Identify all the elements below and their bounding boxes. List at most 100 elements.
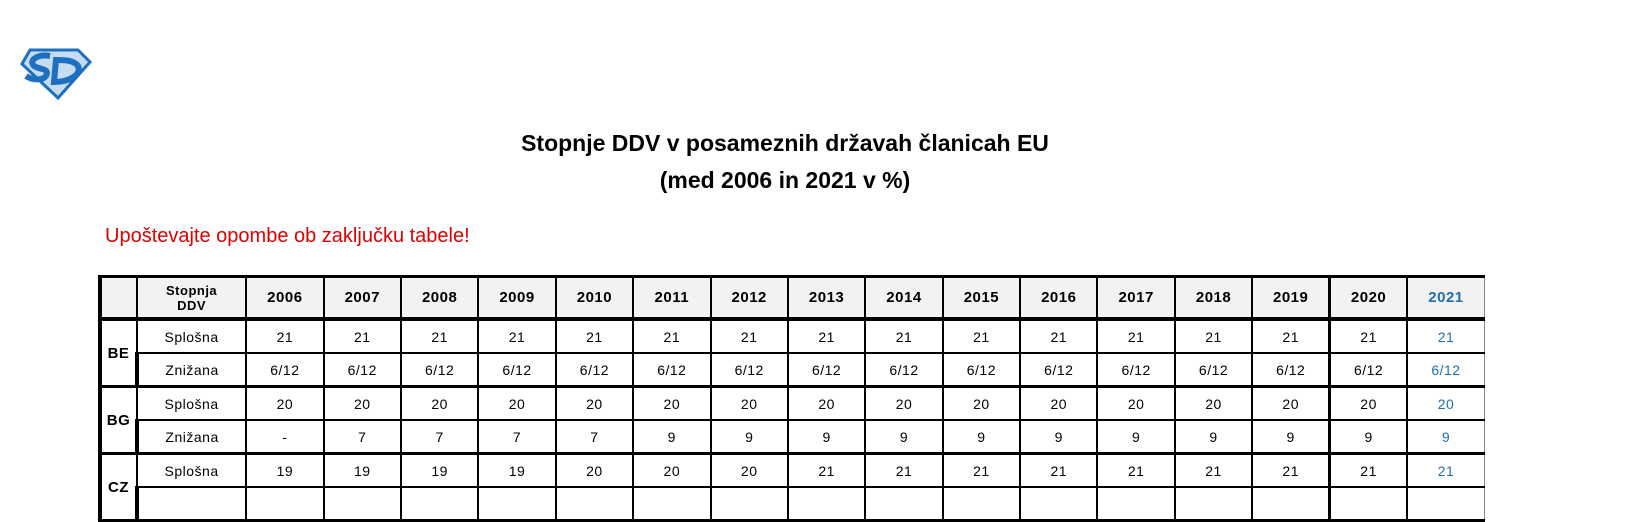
rate-value: 20: [786, 385, 867, 421]
rate-value: 21: [1019, 452, 1099, 488]
rate-value: 9: [786, 419, 867, 455]
country-code: CZ: [98, 452, 138, 522]
rate-value: [1019, 486, 1099, 522]
table-row: Znižana -7 7 7 7 9 9 9 9 9 9 9 9 9 9 9: [100, 419, 1485, 455]
sd-logo: [20, 48, 92, 100]
rate-value: [941, 486, 1022, 522]
rate-value: 21: [864, 452, 944, 488]
rate-type: Splošna: [135, 385, 248, 421]
rate-value: 21: [1406, 318, 1485, 354]
rate-value: 20: [709, 385, 789, 421]
year-header-2007: 2007: [322, 275, 402, 321]
rate-value: [322, 486, 402, 522]
rate-value: [1173, 486, 1254, 522]
rate-value: [245, 486, 325, 522]
rate-value: 20: [1173, 385, 1254, 421]
rate-value: 9: [941, 419, 1022, 455]
rate-value: [632, 486, 712, 522]
rate-value: 19: [322, 452, 402, 488]
rate-value: 9: [709, 419, 789, 455]
rate-value: 20: [1096, 385, 1176, 421]
rate-type: Splošna: [135, 452, 248, 488]
table-row: BG Splošna 20 20 20 20 20 20 20 20 20 20 20 20 20 20 20 2…: [98, 385, 1485, 455]
rate-value: 20: [632, 385, 712, 421]
rate-value: 6/12: [632, 352, 712, 388]
rate-value: 19: [399, 452, 480, 488]
rate-value: 21: [399, 318, 480, 354]
year-header-2006: 2006: [245, 275, 325, 321]
rate-value: 20: [864, 385, 944, 421]
rate-value: 6/12: [941, 352, 1022, 388]
year-header-2018: 2018: [1173, 275, 1254, 321]
rate-value: 20: [477, 385, 557, 421]
rate-value: 19: [245, 452, 325, 488]
rate-value: 6/12: [709, 352, 789, 388]
rate-value: 21: [1173, 318, 1254, 354]
rate-value: 21: [941, 452, 1022, 488]
rate-type: Znižana: [134, 419, 248, 455]
rate-value: 21: [1096, 452, 1176, 488]
rate-type: [134, 486, 248, 522]
rate-value: 20: [322, 385, 402, 421]
rate-value: [399, 486, 480, 522]
rate-value: 20: [632, 452, 712, 488]
rate-value: 20: [1328, 385, 1409, 421]
rate-value: 6/12: [1251, 352, 1331, 388]
rate-value: 21: [941, 318, 1022, 354]
rate-value: 7: [322, 419, 402, 455]
page-title: Stopnje DDV v posameznih državah članica…: [521, 130, 1049, 156]
rate-value: 21: [245, 318, 325, 354]
rate-value: [554, 486, 635, 522]
country-code: BE: [98, 318, 138, 388]
rate-value: 9: [632, 419, 712, 455]
table-row: [100, 486, 1485, 522]
year-header-2021: 2021: [1406, 275, 1485, 321]
rate-value: 21: [786, 452, 867, 488]
rate-value: 6/12: [1019, 352, 1099, 388]
rate-value: [864, 486, 944, 522]
rate-value: 20: [554, 452, 635, 488]
rate-value: 6/12: [864, 352, 944, 388]
rate-value: 6/12: [1406, 352, 1485, 388]
rate-value: 6/12: [1096, 352, 1176, 388]
year-header-2009: 2009: [477, 275, 557, 321]
table-header-row: Stopnja DDV 2006 2007 2008 2009 2010 2011 2012 2…: [98, 275, 1485, 321]
rate-value: 9: [1328, 419, 1409, 455]
rate-value: 9: [864, 419, 944, 455]
rate-value: 7: [399, 419, 480, 455]
rate-value: 21: [1173, 452, 1254, 488]
year-header-2012: 2012: [709, 275, 789, 321]
rate-value: 21: [1251, 318, 1331, 354]
rate-value: 19: [477, 452, 557, 488]
rate-value: [1328, 486, 1409, 522]
rate-value: 7: [554, 419, 635, 455]
rate-value: 20: [554, 385, 635, 421]
rate-type: Splošna: [135, 318, 248, 354]
rate-value: 20: [245, 385, 325, 421]
rate-value: 21: [864, 318, 944, 354]
year-header-2015: 2015: [941, 275, 1022, 321]
rate-value: [786, 486, 867, 522]
country-code: BG: [98, 385, 138, 455]
year-header-2016: 2016: [1019, 275, 1099, 321]
rate-value: 6/12: [786, 352, 867, 388]
year-header-2011: 2011: [632, 275, 712, 321]
year-header-2017: 2017: [1096, 275, 1176, 321]
rate-header: Stopnja DDV: [135, 275, 248, 321]
rate-value: 9: [1019, 419, 1099, 455]
rate-value: 21: [554, 318, 635, 354]
rate-value: 21: [1328, 318, 1409, 354]
rate-value: 9: [1096, 419, 1176, 455]
rate-value: 21: [477, 318, 557, 354]
rate-value: [477, 486, 557, 522]
rate-value: 21: [1251, 452, 1331, 488]
year-header-2014: 2014: [864, 275, 944, 321]
rate-value: 20: [941, 385, 1022, 421]
rate-value: 21: [709, 318, 789, 354]
page-subtitle: (med 2006 in 2021 v %): [659, 167, 911, 193]
table-row: Znižana 6/12 6/12 6/12 6/12 6/12 6/12 6/12 6/12 6…: [100, 352, 1485, 388]
rate-value: 21: [322, 318, 402, 354]
rate-value: 6/12: [477, 352, 557, 388]
rate-value: 21: [1019, 318, 1099, 354]
rate-value: 21: [1096, 318, 1176, 354]
